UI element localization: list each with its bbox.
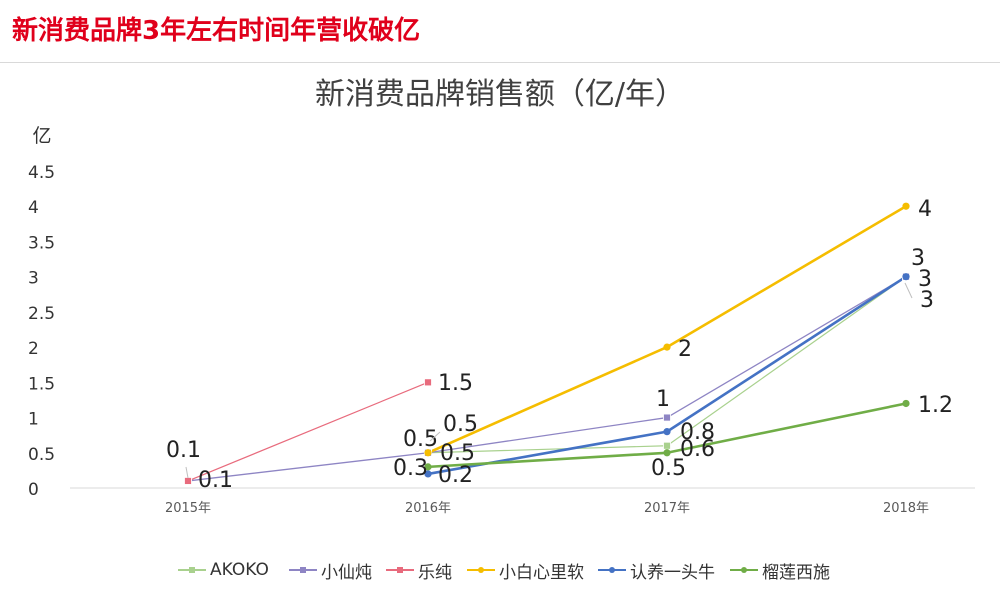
legend-swatch [289, 555, 317, 585]
data-point [424, 449, 432, 457]
data-label: 1.5 [438, 371, 473, 396]
series-line [187, 276, 907, 482]
data-label: 3 [920, 288, 934, 313]
series-line [427, 276, 907, 454]
data-label: 2 [678, 337, 692, 362]
y-axis-label: 亿 [32, 125, 51, 147]
data-point [663, 428, 671, 436]
y-tick-label: 0 [28, 480, 39, 500]
x-tick-label: 2016年 [405, 501, 451, 516]
legend-swatch [730, 555, 758, 585]
legend-label: 认养一头牛 [630, 562, 715, 583]
legend-item: 小仙炖 [289, 555, 372, 585]
data-point [424, 378, 432, 387]
page-heading: 新消费品牌3年左右时间年营收破亿 [12, 16, 421, 46]
chart-legend: AKOKO 小仙炖 乐纯 小白心里软 认养一头牛 榴莲西施 [0, 555, 1000, 585]
data-point [902, 399, 910, 408]
legend-item: 小白心里软 [467, 555, 584, 585]
y-tick-label: 0.5 [28, 445, 55, 465]
data-label: 0.3 [393, 456, 428, 481]
x-tick-label: 2017年 [644, 501, 690, 516]
data-point [663, 441, 671, 450]
leader-line [904, 282, 913, 299]
series-line [187, 381, 429, 482]
data-point [424, 470, 432, 478]
legend-label: 小仙炖 [321, 562, 372, 583]
y-tick-label: 3 [28, 269, 39, 289]
data-label: 0.5 [403, 427, 438, 452]
data-label: 0.5 [651, 456, 686, 481]
chart-title: 新消费品牌销售额（亿/年） [315, 77, 685, 112]
data-label: 4 [918, 197, 932, 222]
leader-line [429, 431, 441, 442]
data-label: 0.1 [198, 468, 233, 493]
y-tick-label: 1 [28, 410, 39, 430]
data-point [902, 273, 910, 281]
legend-label: 乐纯 [418, 562, 452, 583]
data-point [663, 413, 671, 422]
heading-divider [0, 62, 1000, 63]
legend-swatch [598, 555, 626, 585]
legend-item: 认养一头牛 [598, 555, 715, 585]
y-tick-label: 2 [28, 339, 39, 359]
data-label: 0.5 [440, 441, 475, 466]
x-tick-label: 2015年 [165, 501, 211, 516]
data-label: 0.5 [443, 412, 478, 437]
y-tick-label: 4.5 [28, 163, 55, 183]
data-point [424, 463, 432, 471]
legend-swatch [467, 555, 495, 585]
legend-label: 榴莲西施 [762, 562, 830, 583]
legend-label: AKOKO [210, 560, 269, 580]
legend-item: 乐纯 [386, 555, 452, 585]
data-label: 3 [918, 267, 932, 292]
data-point [663, 449, 671, 457]
y-tick-label: 3.5 [28, 233, 55, 253]
data-label: 3 [911, 246, 925, 271]
data-label: 0.6 [680, 437, 715, 462]
data-label: 0.2 [438, 463, 473, 488]
data-label: 1.2 [918, 393, 953, 418]
legend-swatch [178, 555, 206, 585]
y-tick-label: 2.5 [28, 304, 55, 324]
data-label: 0.8 [680, 420, 715, 445]
data-label: 1 [656, 387, 670, 412]
data-point [663, 343, 671, 351]
leader-line [185, 466, 189, 479]
legend-item: AKOKO [178, 555, 269, 585]
y-tick-label: 4 [28, 198, 39, 218]
x-tick-label: 2018年 [883, 501, 929, 516]
legend-swatch [386, 555, 414, 585]
y-tick-label: 1.5 [28, 374, 55, 394]
data-point [184, 477, 192, 485]
data-point [902, 202, 910, 210]
legend-item: 榴莲西施 [730, 555, 830, 585]
legend-label: 小白心里软 [499, 562, 584, 583]
data-label: 0.1 [166, 438, 201, 463]
